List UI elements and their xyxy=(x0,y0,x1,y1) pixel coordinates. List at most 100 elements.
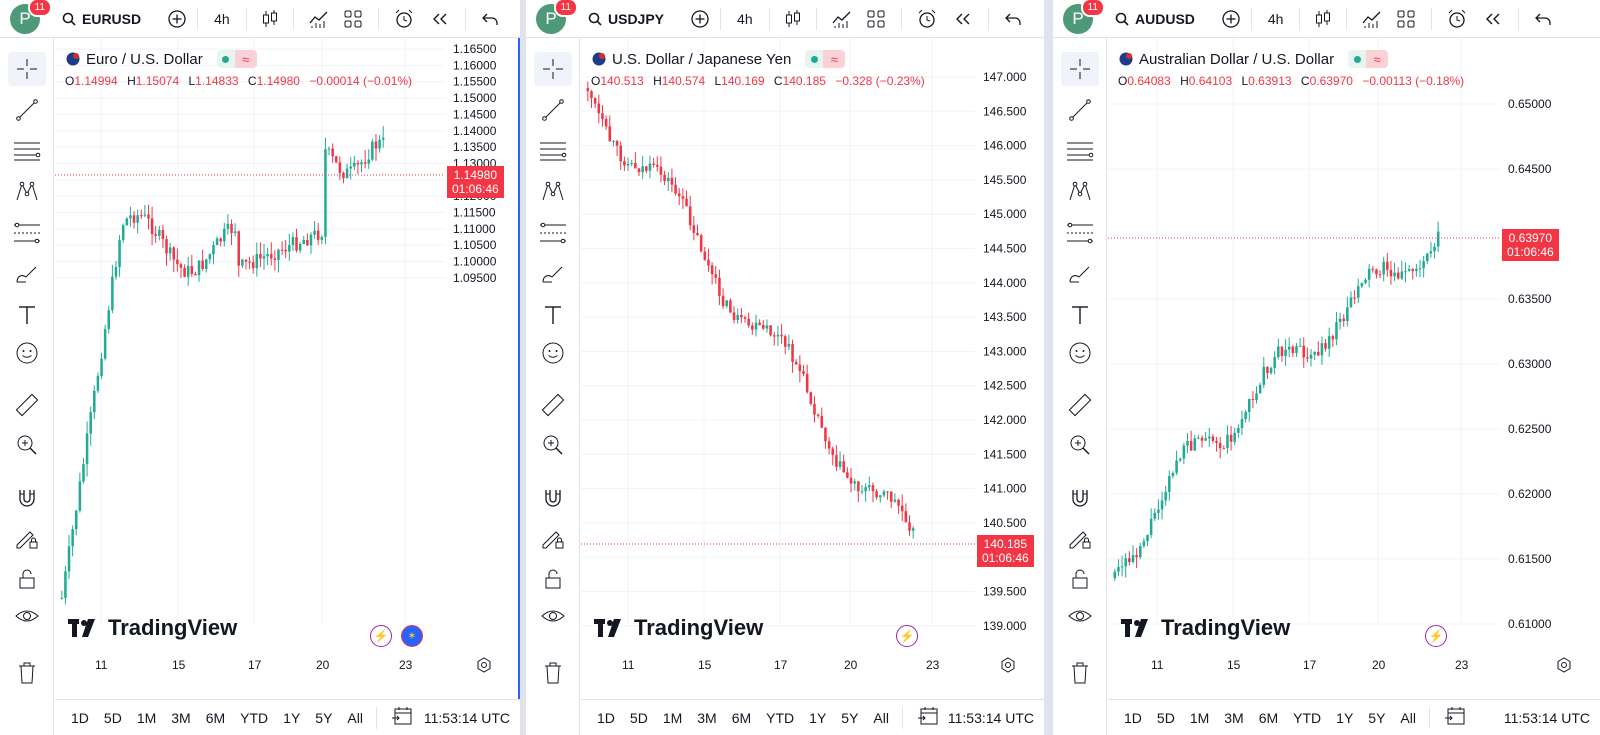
range-1m[interactable]: 1M xyxy=(136,709,157,726)
range-5d[interactable]: 5D xyxy=(1156,709,1175,726)
fib-tool[interactable] xyxy=(534,134,572,168)
lightning-button[interactable]: ⚡ xyxy=(1425,625,1447,647)
goto-date-button[interactable] xyxy=(1444,706,1466,729)
tradingview-logo[interactable]: TradingView xyxy=(1121,615,1290,641)
range-3m[interactable]: 3M xyxy=(1224,709,1244,726)
replay-button[interactable] xyxy=(954,5,972,33)
symbol-search-button[interactable]: EURUSD xyxy=(62,11,141,27)
crosshair-tool[interactable] xyxy=(534,52,572,86)
symbol-search-button[interactable]: USDJPY xyxy=(588,11,664,27)
range-3m[interactable]: 3M xyxy=(697,709,717,726)
compare-symbol-button[interactable] xyxy=(167,5,187,33)
zoom-tool[interactable] xyxy=(8,428,46,462)
remove-drawings-tool[interactable] xyxy=(1061,656,1099,690)
lightning-button[interactable]: ⚡ xyxy=(896,625,918,647)
indicators-button[interactable] xyxy=(308,5,330,33)
range-6m[interactable]: 6M xyxy=(731,709,752,726)
emoji-tool[interactable] xyxy=(8,336,46,370)
range-ytd[interactable]: YTD xyxy=(240,709,269,726)
fib-tool[interactable] xyxy=(8,134,46,168)
range-5y[interactable]: 5Y xyxy=(1368,709,1386,726)
range-1d[interactable]: 1D xyxy=(1124,709,1142,726)
trend-line-tool[interactable] xyxy=(8,93,46,127)
range-all[interactable]: All xyxy=(347,709,363,726)
emoji-tool[interactable] xyxy=(1061,336,1099,370)
replay-button[interactable] xyxy=(1484,5,1502,33)
range-6m[interactable]: 6M xyxy=(1258,709,1279,726)
chart-canvas[interactable]: 0.650000.645000.640000.635000.630000.625… xyxy=(1108,38,1600,678)
compare-symbol-button[interactable] xyxy=(1221,5,1241,33)
range-5y[interactable]: 5Y xyxy=(841,709,859,726)
indicators-button[interactable] xyxy=(1361,5,1383,33)
alert-button[interactable] xyxy=(916,5,938,33)
symbol-search-button[interactable]: AUDUSD xyxy=(1115,11,1195,27)
ruler-tool[interactable] xyxy=(8,388,46,422)
alert-button[interactable] xyxy=(393,5,415,33)
pattern-tool[interactable] xyxy=(534,175,572,209)
replay-button[interactable] xyxy=(431,5,449,33)
market-status-pill[interactable]: ≈ xyxy=(1348,50,1389,68)
chart-settings-button[interactable] xyxy=(475,656,493,674)
chart-type-button[interactable] xyxy=(784,5,802,33)
range-5d[interactable]: 5D xyxy=(103,709,122,726)
indicators-button[interactable] xyxy=(831,5,853,33)
fib-tool[interactable] xyxy=(1061,134,1099,168)
trend-line-tool[interactable] xyxy=(1061,93,1099,127)
layouts-button[interactable] xyxy=(1397,5,1415,33)
brush-tool[interactable] xyxy=(534,257,572,291)
utc-clock[interactable]: 11:53:14 UTC xyxy=(947,709,1034,726)
goto-date-button[interactable] xyxy=(391,706,413,729)
trend-line-tool[interactable] xyxy=(534,93,572,127)
chart-type-button[interactable] xyxy=(1314,5,1332,33)
magnet-tool[interactable] xyxy=(8,481,46,515)
lock-all-tool[interactable] xyxy=(1061,562,1099,596)
range-1d[interactable]: 1D xyxy=(597,709,615,726)
utc-clock[interactable]: 11:53:14 UTC xyxy=(1503,709,1590,726)
crosshair-tool[interactable] xyxy=(8,52,46,86)
forecast-tool[interactable] xyxy=(534,216,572,250)
user-avatar[interactable]: P 11 xyxy=(1063,0,1105,34)
lock-all-tool[interactable] xyxy=(8,562,46,596)
text-tool[interactable] xyxy=(1061,298,1099,332)
interval-button[interactable]: 4h xyxy=(1268,5,1284,33)
range-1y[interactable]: 1Y xyxy=(809,709,827,726)
zoom-tool[interactable] xyxy=(1061,428,1099,462)
layouts-button[interactable] xyxy=(867,5,885,33)
crosshair-tool[interactable] xyxy=(1061,52,1099,86)
lock-drawing-tool[interactable] xyxy=(534,521,572,555)
emoji-tool[interactable] xyxy=(534,336,572,370)
zoom-tool[interactable] xyxy=(534,428,572,462)
lock-drawing-tool[interactable] xyxy=(8,521,46,555)
remove-drawings-tool[interactable] xyxy=(8,656,46,690)
visibility-tool[interactable] xyxy=(1061,600,1099,634)
magnet-tool[interactable] xyxy=(534,481,572,515)
lock-all-tool[interactable] xyxy=(534,562,572,596)
pattern-tool[interactable] xyxy=(1061,175,1099,209)
range-1y[interactable]: 1Y xyxy=(1336,709,1354,726)
range-ytd[interactable]: YTD xyxy=(766,709,795,726)
text-tool[interactable] xyxy=(8,298,46,332)
lightning-button[interactable]: ⚡ xyxy=(370,625,392,647)
range-1d[interactable]: 1D xyxy=(71,709,89,726)
user-avatar[interactable]: P 11 xyxy=(10,0,52,34)
chart-settings-button[interactable] xyxy=(999,656,1017,674)
pattern-tool[interactable] xyxy=(8,175,46,209)
undo-button[interactable] xyxy=(481,5,498,33)
visibility-tool[interactable] xyxy=(8,600,46,634)
ruler-tool[interactable] xyxy=(534,388,572,422)
utc-clock[interactable]: 11:53:14 UTC xyxy=(423,709,510,726)
eu-stars-button[interactable]: ✶ xyxy=(401,625,423,647)
interval-button[interactable]: 4h xyxy=(214,5,230,33)
undo-button[interactable] xyxy=(1535,5,1552,33)
market-status-pill[interactable]: ≈ xyxy=(216,50,257,68)
chart-canvas[interactable]: 1.16500 1.16000 1.15500 1.15000 1.14500 1.140… xyxy=(55,38,520,678)
chart-panel-usdjpy[interactable]: P 11 USDJPY 4h xyxy=(526,0,1044,735)
text-tool[interactable] xyxy=(534,298,572,332)
interval-button[interactable]: 4h xyxy=(737,5,753,33)
market-status-pill[interactable]: ≈ xyxy=(805,50,846,68)
user-avatar[interactable]: P 11 xyxy=(536,0,578,34)
forecast-tool[interactable] xyxy=(1061,216,1099,250)
compare-symbol-button[interactable] xyxy=(690,5,710,33)
range-5y[interactable]: 5Y xyxy=(315,709,333,726)
goto-date-button[interactable] xyxy=(917,706,939,729)
